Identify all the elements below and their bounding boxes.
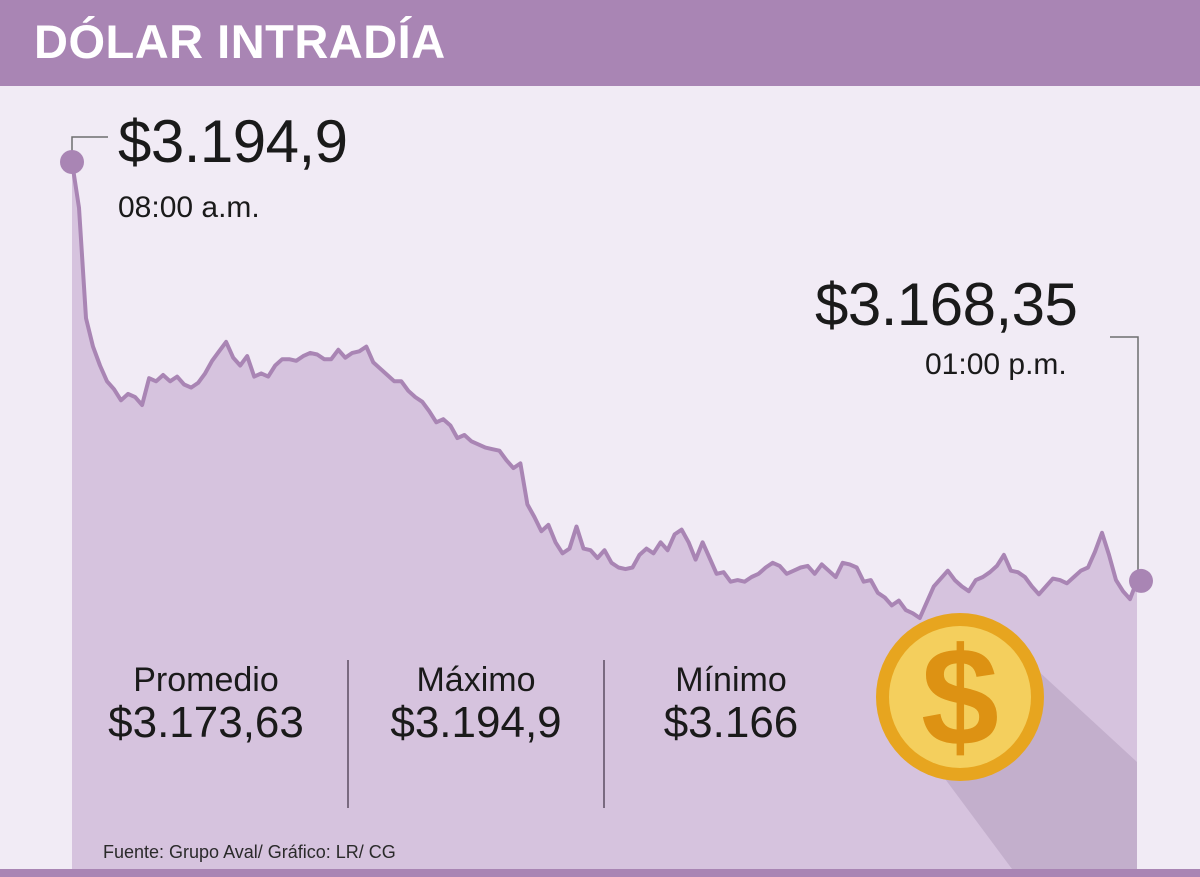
stat-value-average: $3.173,63: [108, 698, 304, 748]
open-point-marker: [60, 150, 84, 174]
stat-min: Mínimo $3.166: [606, 661, 856, 748]
stat-label-min: Mínimo: [675, 661, 787, 699]
stat-divider: [603, 660, 605, 808]
footer-bar: [0, 869, 1200, 877]
stat-divider: [347, 660, 349, 808]
header-bar: DÓLAR INTRADÍA: [0, 0, 1200, 86]
page-title: DÓLAR INTRADÍA: [34, 15, 446, 68]
stat-value-max: $3.194,9: [390, 698, 562, 748]
svg-text:$: $: [921, 618, 999, 775]
open-time-label: 08:00 a.m.: [118, 191, 260, 224]
stat-average: Promedio $3.173,63: [81, 661, 331, 748]
close-time-label: 01:00 p.m.: [925, 348, 1067, 381]
stat-label-max: Máximo: [416, 661, 536, 699]
close-leader-line: [1110, 336, 1139, 584]
close-value-label: $3.168,35: [815, 271, 1078, 338]
dollar-coin-icon: $: [876, 613, 1044, 781]
stat-max: Máximo $3.194,9: [351, 661, 601, 748]
stat-value-min: $3.166: [663, 698, 799, 748]
price-line: [70, 161, 1139, 620]
price-area: [72, 162, 1137, 869]
stat-label-average: Promedio: [133, 661, 279, 699]
source-note: Fuente: Grupo Aval/ Gráfico: LR/ CG: [103, 842, 396, 862]
open-value-label: $3.194,9: [118, 108, 348, 175]
close-point-marker: [1129, 568, 1153, 593]
